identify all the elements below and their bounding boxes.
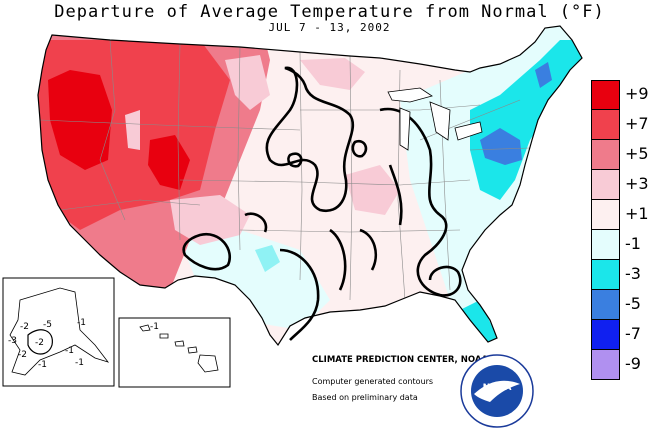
alaska-label: -1 bbox=[77, 318, 86, 328]
alaska-inset bbox=[2, 277, 115, 387]
legend-entry: -1 bbox=[591, 230, 659, 260]
zero-contour-lines bbox=[182, 66, 462, 341]
hawaii-islands bbox=[139, 324, 219, 373]
state-boundaries bbox=[39, 39, 531, 301]
legend-swatch bbox=[591, 290, 620, 320]
legend-swatch bbox=[591, 80, 620, 110]
hawaii-inset bbox=[118, 317, 231, 388]
legend-swatch bbox=[591, 140, 620, 170]
data-basis-note: Based on preliminary data bbox=[312, 393, 418, 402]
legend-entry: -5 bbox=[591, 290, 659, 320]
legend-entry: +9 bbox=[591, 80, 659, 110]
legend-label: +5 bbox=[625, 144, 649, 163]
legend-entry: +5 bbox=[591, 140, 659, 170]
alaska-label: -2 bbox=[20, 322, 29, 332]
legend-entry: +3 bbox=[591, 170, 659, 200]
legend-label: +1 bbox=[625, 204, 649, 223]
legend-entry: +1 bbox=[591, 200, 659, 230]
legend-label: +9 bbox=[625, 84, 649, 103]
alaska-outline bbox=[9, 287, 110, 376]
us-outline bbox=[37, 25, 583, 347]
legend-swatch bbox=[591, 200, 620, 230]
hawaii-label: -1 bbox=[150, 322, 159, 332]
legend-label: -9 bbox=[625, 354, 641, 373]
legend-label: -7 bbox=[625, 324, 641, 343]
agency-credit: CLIMATE PREDICTION CENTER, NOAA bbox=[312, 355, 488, 365]
alaska-label: -1 bbox=[65, 346, 74, 356]
alaska-label: -3 bbox=[8, 336, 17, 346]
noaa-logo-text: NOAA bbox=[483, 383, 512, 393]
noaa-logo: NOAA bbox=[460, 354, 534, 428]
legend-swatch bbox=[591, 350, 620, 380]
map-title: Departure of Average Temperature from No… bbox=[54, 2, 605, 22]
legend-label: +3 bbox=[625, 174, 649, 193]
alaska-label: -2 bbox=[18, 350, 27, 360]
legend-label: +7 bbox=[625, 114, 649, 133]
alaska-contour bbox=[27, 329, 53, 355]
legend-swatch bbox=[591, 110, 620, 140]
legend-entry: -7 bbox=[591, 320, 659, 350]
legend-entry: -9 bbox=[591, 350, 659, 380]
alaska-label: -1 bbox=[38, 360, 47, 370]
alaska-label: -2 bbox=[35, 338, 44, 348]
alaska-label: -5 bbox=[43, 320, 52, 330]
legend-swatch bbox=[591, 260, 620, 290]
legend-label: -3 bbox=[625, 264, 641, 283]
legend-swatch bbox=[591, 170, 620, 200]
legend-entry: -3 bbox=[591, 260, 659, 290]
color-legend: +9 +7 +5 +3 +1 -1 -3 -5 -7 -9 bbox=[591, 80, 659, 380]
legend-label: -5 bbox=[625, 294, 641, 313]
map-subtitle: JUL 7 - 13, 2002 bbox=[268, 21, 391, 34]
legend-swatch bbox=[591, 230, 620, 260]
legend-entry: +7 bbox=[591, 110, 659, 140]
alaska-label: -1 bbox=[75, 358, 84, 368]
legend-swatch bbox=[591, 320, 620, 350]
great-lakes bbox=[387, 87, 483, 151]
legend-label: -1 bbox=[625, 234, 641, 253]
method-note: Computer generated contours bbox=[312, 377, 434, 386]
